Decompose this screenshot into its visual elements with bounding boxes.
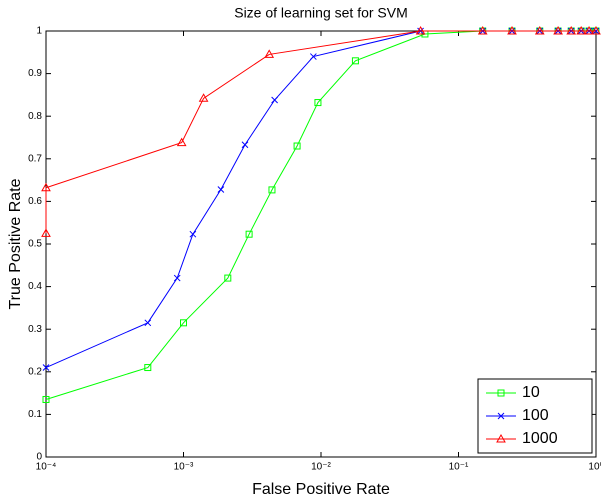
y-tick-label: 0.8 xyxy=(28,111,42,122)
x-tick-label: 10⁰ xyxy=(588,462,601,473)
marker xyxy=(189,230,197,238)
marker xyxy=(264,49,275,58)
marker xyxy=(496,433,506,443)
legend-label: 1000 xyxy=(522,430,558,447)
marker xyxy=(310,53,317,60)
marker xyxy=(144,364,152,372)
marker xyxy=(507,25,517,35)
y-tick-label: 0.7 xyxy=(28,153,42,164)
marker xyxy=(224,274,232,282)
marker xyxy=(351,57,359,65)
marker xyxy=(144,319,152,327)
marker xyxy=(41,182,51,192)
chart-title: Size of learning set for SVM xyxy=(234,5,408,21)
x-tick-label: 10⁻⁴ xyxy=(36,462,57,473)
y-tick-label: 1 xyxy=(36,26,42,37)
x-tick-label: 10⁻² xyxy=(311,462,331,473)
y-tick-label: 0.5 xyxy=(28,239,42,250)
marker xyxy=(477,25,488,35)
y-tick-label: 0.4 xyxy=(28,281,42,292)
y-tick-label: 0.9 xyxy=(28,68,42,79)
legend-label: 10 xyxy=(522,384,540,401)
marker xyxy=(198,93,209,102)
marker xyxy=(245,230,253,238)
marker xyxy=(293,142,301,150)
x-axis-label: False Positive Rate xyxy=(252,481,390,498)
x-tick-label: 10⁻¹ xyxy=(449,462,469,473)
y-tick-label: 0.2 xyxy=(28,366,42,377)
marker xyxy=(42,395,50,403)
marker xyxy=(566,25,577,35)
legend-label: 100 xyxy=(522,407,549,424)
marker xyxy=(180,319,187,327)
marker xyxy=(576,25,587,35)
y-axis-label: True Positive Rate xyxy=(7,178,24,309)
series-line xyxy=(45,30,596,234)
marker xyxy=(497,412,505,420)
marker xyxy=(314,99,322,107)
marker xyxy=(415,25,426,35)
marker xyxy=(241,141,249,149)
marker xyxy=(217,186,225,193)
marker xyxy=(173,274,181,282)
marker xyxy=(271,96,278,104)
marker xyxy=(41,228,51,237)
y-tick-label: 0 xyxy=(36,452,42,463)
y-tick-label: 0.1 xyxy=(28,409,42,420)
marker xyxy=(497,389,505,397)
series-line xyxy=(45,30,596,368)
marker xyxy=(584,25,594,35)
y-tick-label: 0.6 xyxy=(28,196,42,207)
marker xyxy=(591,25,601,35)
legend: 10 100 1000 xyxy=(477,378,593,454)
marker xyxy=(553,25,563,35)
marker xyxy=(534,25,545,35)
marker xyxy=(176,137,187,147)
x-tick-label: 10⁻³ xyxy=(174,462,194,473)
marker xyxy=(268,186,276,194)
marker xyxy=(42,364,50,371)
series-line xyxy=(45,30,596,400)
y-tick-label: 0.3 xyxy=(28,324,42,335)
